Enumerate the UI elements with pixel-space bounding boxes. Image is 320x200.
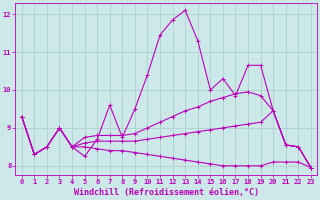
X-axis label: Windchill (Refroidissement éolien,°C): Windchill (Refroidissement éolien,°C)	[74, 188, 259, 197]
